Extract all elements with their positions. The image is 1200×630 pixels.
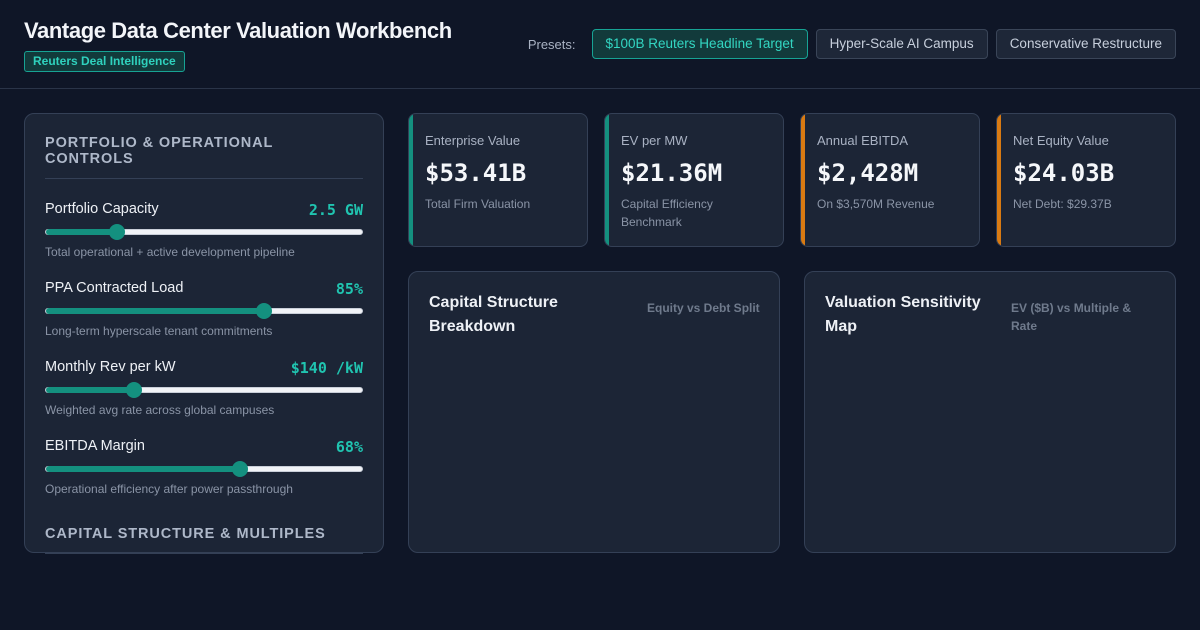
slider-thumb[interactable] [126, 382, 143, 398]
kpi-value: $53.41B [425, 159, 527, 187]
page-title: Vantage Data Center Valuation Workbench [24, 18, 452, 43]
kpi-card-net-equity: Net Equity Value $24.03B Net Debt: $29.3… [996, 113, 1176, 247]
section-title-portfolio: Portfolio & Operational Controls [45, 114, 363, 179]
slider-thumb[interactable] [256, 303, 273, 319]
slider-thumb[interactable] [232, 461, 249, 477]
slider-track[interactable] [45, 461, 363, 477]
kpi-value: $24.03B [1013, 159, 1115, 187]
kpi-value: $21.36M [621, 159, 723, 187]
capital-structure-panel: Capital Structure Breakdown Equity vs De… [408, 271, 780, 553]
slider-label: EBITDA Margin [45, 438, 145, 454]
section-title-capital: Capital Structure & Multiples [45, 495, 363, 554]
slider-track[interactable] [45, 382, 363, 398]
slider-control-ppa: PPA Contracted Load 85% Long-term hypers… [45, 258, 363, 338]
kpi-subtext: On $3,570M Revenue [817, 197, 935, 211]
kpi-label: EV per MW [621, 133, 688, 148]
panel-subtitle: EV ($B) vs Multiple & Rate [1011, 301, 1132, 333]
slider-track[interactable] [45, 224, 363, 240]
slider-label: PPA Contracted Load [45, 280, 184, 296]
preset-button-conservative[interactable]: Conservative Restructure [995, 29, 1176, 59]
slider-fill [46, 229, 118, 235]
slider-value: $140 /kW [290, 359, 363, 377]
controls-panel: Portfolio & Operational Controls Portfol… [24, 113, 384, 554]
kpi-label: Annual EBITDA [817, 133, 909, 148]
kpi-label: Net Equity Value [1013, 133, 1109, 148]
slider-control-capacity: Portfolio Capacity 2.5 GW Total operatio… [45, 179, 363, 259]
slider-description: Weighted avg rate across global campuses [45, 403, 275, 417]
slider-description: Operational efficiency after power passt… [45, 482, 293, 496]
source-badge: Reuters Deal Intelligence [24, 51, 185, 72]
kpi-card-annual-ebitda: Annual EBITDA $2,428M On $3,570M Revenue [800, 113, 980, 247]
preset-button-hyperscale-ai[interactable]: Hyper-Scale AI Campus [815, 29, 988, 59]
kpi-card-ev-per-mw: EV per MW $21.36M Capital Efficiency Ben… [604, 113, 784, 247]
panel-title: Capital Structure Breakdown [429, 294, 558, 335]
kpi-value: $2,428M [817, 159, 919, 187]
panel-subtitle: Equity vs Debt Split [647, 301, 760, 315]
panel-title: Valuation Sensitivity Map [825, 294, 981, 335]
slider-control-rev-per-kw: Monthly Rev per kW $140 /kW Weighted avg… [45, 337, 363, 417]
kpi-label: Enterprise Value [425, 133, 521, 148]
slider-description: Total operational + active development p… [45, 245, 295, 259]
slider-label: Portfolio Capacity [45, 201, 159, 217]
slider-thumb[interactable] [109, 224, 126, 240]
sensitivity-map-panel: Valuation Sensitivity Map EV ($B) vs Mul… [804, 271, 1176, 553]
slider-track[interactable] [45, 303, 363, 319]
kpi-card-enterprise-value: Enterprise Value $53.41B Total Firm Valu… [408, 113, 588, 247]
slider-value: 2.5 GW [308, 201, 363, 219]
slider-value: 85% [335, 280, 363, 298]
slider-fill [46, 387, 135, 393]
presets-label: Presets: [527, 36, 576, 52]
kpi-subtext: Capital Efficiency Benchmark [621, 197, 713, 229]
app-header: Vantage Data Center Valuation Workbench … [0, 0, 1200, 89]
kpi-accent-bar [605, 114, 609, 246]
kpi-accent-bar [997, 114, 1001, 246]
slider-fill [46, 466, 241, 472]
slider-value: 68% [335, 438, 363, 456]
slider-fill [46, 308, 265, 314]
slider-description: Long-term hyperscale tenant commitments [45, 324, 273, 338]
kpi-subtext: Net Debt: $29.37B [1013, 197, 1112, 211]
slider-label: Monthly Rev per kW [45, 359, 176, 375]
kpi-accent-bar [409, 114, 413, 246]
kpi-subtext: Total Firm Valuation [425, 197, 531, 211]
preset-button-reuters-target[interactable]: $100B Reuters Headline Target [591, 29, 808, 59]
kpi-accent-bar [801, 114, 805, 246]
slider-control-ebitda-margin: EBITDA Margin 68% Operational efficiency… [45, 416, 363, 496]
preset-bar: Presets: $100B Reuters Headline Target H… [528, 29, 1176, 59]
